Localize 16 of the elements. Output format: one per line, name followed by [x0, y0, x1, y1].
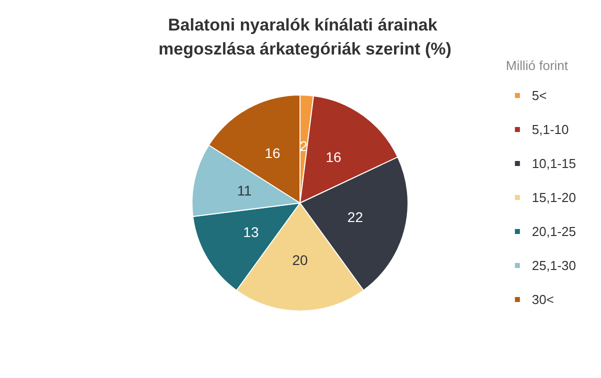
legend-label: 25,1-30 — [532, 258, 576, 273]
chart-title: Balatoni nyaralók kínálati árainak megoszlása árkategóriák szerint (%) — [158, 16, 452, 58]
legend-label: 5< — [532, 88, 547, 103]
legend-label: 30< — [532, 292, 554, 307]
data-label: 22 — [347, 209, 364, 226]
data-label: 16 — [264, 145, 281, 162]
legend-label: 10,1-15 — [532, 156, 576, 171]
data-label: 13 — [243, 224, 259, 240]
data-label: 2 — [300, 138, 308, 154]
data-label: 11 — [237, 182, 252, 199]
data-label: 16 — [326, 148, 342, 165]
legend-label: 15,1-20 — [532, 190, 576, 205]
legend-label: 20,1-25 — [532, 224, 576, 239]
legend-title: Millió forint — [506, 58, 568, 73]
legend-label: 5,1-10 — [532, 122, 569, 137]
data-label: 20 — [292, 252, 308, 268]
